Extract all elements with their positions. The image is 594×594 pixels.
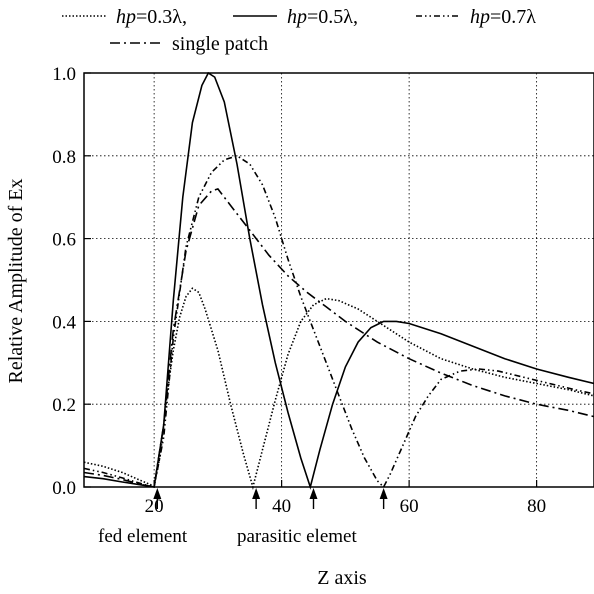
tick-label-y: 0.6 [52, 230, 76, 251]
tick-label-y: 0.8 [52, 147, 76, 168]
legend-entry-hp07: hp=0.7λ [416, 6, 536, 28]
tick-labels: 20 40 60 80 0.0 0.2 0.4 0.6 0.8 1.0 [52, 64, 546, 517]
arrow-parasitic-1-head [252, 488, 261, 499]
annotation-parasitic: parasitic elemet [237, 526, 357, 547]
series-layer [83, 71, 594, 491]
plot-frame [83, 72, 594, 488]
svg-text:hp=0.3λ,: hp=0.3λ, [116, 6, 187, 28]
arrow-parasitic-3-head [379, 488, 388, 499]
legend: hp=0.3λ, hp=0.5λ, hp=0.7λ single patch [62, 6, 536, 55]
y-axis-label: Relative Amplitude of Ex [5, 179, 27, 384]
legend-entry-single-patch: single patch [110, 33, 268, 55]
legend-label-hp05-rest: =0.5λ, [307, 6, 358, 28]
grid [84, 72, 594, 488]
legend-entry-hp05: hp=0.5λ, [233, 6, 358, 28]
tick-label-x: 60 [400, 496, 419, 517]
legend-label-hp03-rest: =0.3λ, [136, 6, 187, 28]
tick-label-x: 40 [272, 496, 291, 517]
legend-label-hp03-italic: hp [116, 6, 136, 28]
series-line-hp05 [83, 71, 594, 490]
svg-text:hp=0.7λ: hp=0.7λ [470, 6, 536, 28]
series-line-hp07 [83, 154, 594, 489]
svg-text:single patch: single patch [172, 33, 268, 55]
tick-label-y: 0.2 [52, 395, 76, 416]
tick-label-x: 20 [145, 496, 164, 517]
arrow-fed-element-head [153, 488, 162, 499]
legend-entry-hp03: hp=0.3λ, [62, 6, 187, 28]
annotations: fed element parasitic elemet [98, 488, 388, 547]
legend-label-hp07-rest: =0.7λ [490, 6, 536, 28]
arrow-parasitic-2-head [309, 488, 318, 499]
legend-label-single-patch: single patch [172, 33, 268, 55]
svg-text:hp=0.5λ,: hp=0.5λ, [287, 6, 358, 28]
legend-label-hp07-italic: hp [470, 6, 490, 28]
tick-label-y: 0.4 [52, 312, 76, 333]
x-axis-label: Z axis [317, 567, 367, 589]
tick-label-y: 1.0 [52, 64, 76, 85]
series-line-single-patch [83, 187, 594, 488]
tick-label-y: 0.0 [52, 478, 76, 499]
annotation-fed-element: fed element [98, 526, 188, 547]
legend-label-hp05-italic: hp [287, 6, 307, 28]
tick-label-x: 80 [527, 496, 546, 517]
